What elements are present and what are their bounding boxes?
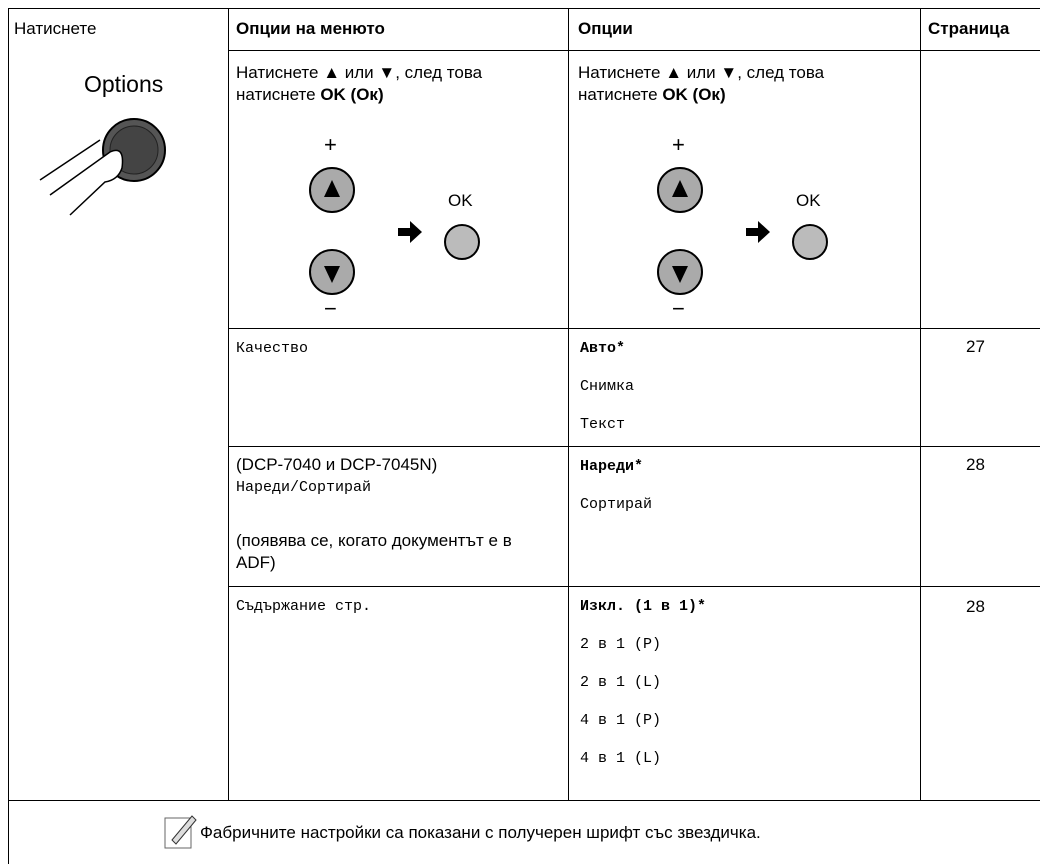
button-label: Options bbox=[84, 71, 164, 97]
menu-item: Нареди/Сортирай bbox=[236, 479, 372, 496]
header-cell: Опции на менюто bbox=[236, 19, 385, 38]
finger-button bbox=[39, 118, 166, 216]
option: 4 в 1 (L) bbox=[580, 750, 662, 767]
model: (DCP-7040 и DCP-7045N) bbox=[236, 455, 438, 474]
option: Авто* bbox=[580, 340, 626, 357]
note: Фабричните настройки са показани с получ… bbox=[200, 823, 761, 842]
rule bbox=[228, 586, 1040, 587]
rule bbox=[228, 328, 1040, 329]
option: Изкл. (1 в 1)* bbox=[580, 598, 707, 615]
header-cell: Опции bbox=[578, 19, 633, 38]
option: 4 в 1 (P) bbox=[580, 712, 662, 729]
header-cell: Страница bbox=[928, 19, 1010, 38]
instruction-text: Натиснете ▲ или ▼, след това натиснете bbox=[578, 63, 825, 104]
menu-item: Съдържание стр. bbox=[236, 598, 372, 615]
plus: + bbox=[672, 132, 685, 157]
rule bbox=[8, 8, 1040, 9]
rule bbox=[920, 8, 921, 800]
page-number: 27 bbox=[966, 337, 985, 356]
option: 2 в 1 (P) bbox=[580, 636, 662, 653]
instruction: Натиснете ▲ или ▼, след това натиснете O… bbox=[578, 62, 908, 106]
rule bbox=[8, 8, 9, 864]
condition: (появява се, когато документът е в ADF) bbox=[236, 531, 512, 572]
rule bbox=[228, 50, 1040, 51]
option: Текст bbox=[580, 416, 626, 433]
instruction-text: Натиснете ▲ или ▼, след това натиснете bbox=[236, 63, 483, 104]
instruction: Натиснете ▲ или ▼, след това натиснете O… bbox=[236, 62, 566, 106]
header-cell: Натиснете bbox=[14, 19, 97, 38]
key: OK (Ок) bbox=[320, 85, 384, 104]
plus: + bbox=[324, 132, 337, 157]
ok-label: OK bbox=[448, 191, 473, 210]
option: Сортирай bbox=[580, 496, 653, 513]
minus: − bbox=[324, 296, 337, 321]
minus: − bbox=[672, 296, 685, 321]
rule bbox=[568, 8, 569, 800]
nav-diagram bbox=[657, 167, 828, 295]
rule bbox=[228, 8, 229, 800]
rule bbox=[228, 446, 1040, 447]
nav-diagram bbox=[309, 167, 480, 295]
page-number: 28 bbox=[966, 455, 985, 474]
option: Нареди* bbox=[580, 458, 644, 475]
option: Снимка bbox=[580, 378, 635, 395]
note-icon bbox=[164, 815, 197, 849]
key: OK (Ок) bbox=[662, 85, 726, 104]
option: 2 в 1 (L) bbox=[580, 674, 662, 691]
rule bbox=[8, 800, 1040, 801]
ok-label: OK bbox=[796, 191, 821, 210]
page-number: 28 bbox=[966, 597, 985, 616]
menu-item: Качество bbox=[236, 340, 309, 357]
